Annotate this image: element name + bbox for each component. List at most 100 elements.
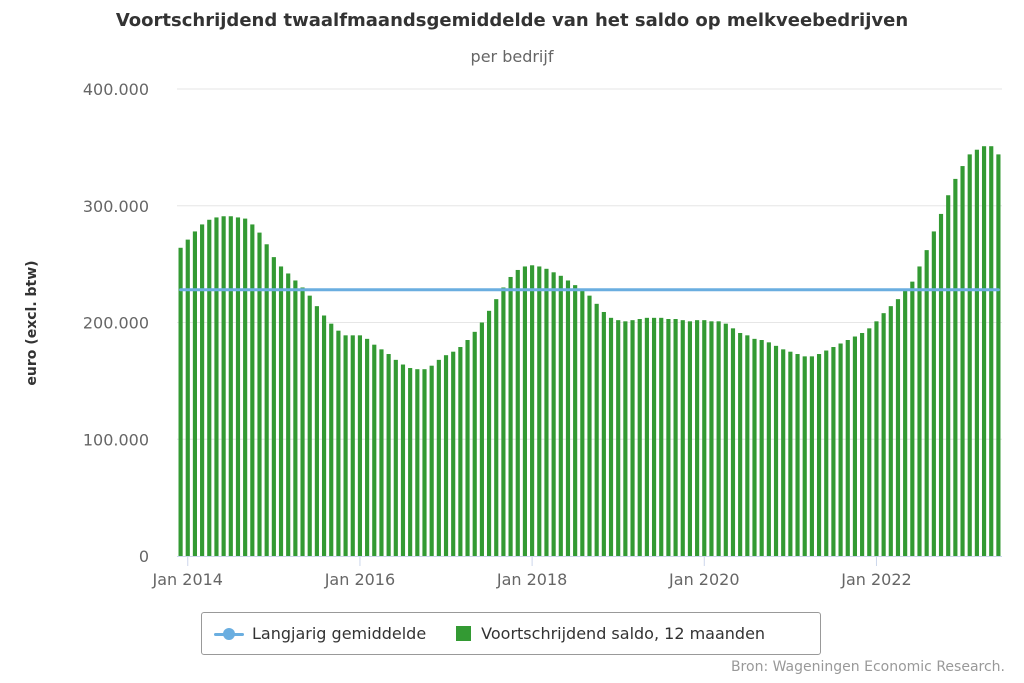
bar[interactable] xyxy=(716,321,721,556)
bar[interactable] xyxy=(931,231,936,556)
bar[interactable] xyxy=(530,265,535,556)
bar[interactable] xyxy=(422,369,427,556)
bar[interactable] xyxy=(343,335,348,556)
bar[interactable] xyxy=(250,224,255,556)
bar[interactable] xyxy=(730,328,736,556)
bar[interactable] xyxy=(601,311,606,556)
bar[interactable] xyxy=(350,335,355,556)
bar[interactable] xyxy=(286,273,291,556)
bar[interactable] xyxy=(644,317,649,556)
bar[interactable] xyxy=(824,350,829,556)
bar[interactable] xyxy=(573,285,578,556)
bar[interactable] xyxy=(192,231,198,556)
bar[interactable] xyxy=(881,313,886,556)
bar[interactable] xyxy=(221,216,226,556)
bar[interactable] xyxy=(680,320,685,556)
bar[interactable] xyxy=(379,349,384,556)
bar[interactable] xyxy=(494,299,499,556)
bar[interactable] xyxy=(336,330,341,556)
bar[interactable] xyxy=(802,356,807,556)
bar[interactable] xyxy=(666,319,671,556)
bar[interactable] xyxy=(867,328,872,556)
bar[interactable] xyxy=(321,315,327,557)
bar[interactable] xyxy=(429,365,434,556)
bar[interactable] xyxy=(974,149,979,556)
bar[interactable] xyxy=(271,257,276,556)
bar[interactable] xyxy=(228,216,233,556)
bar[interactable] xyxy=(587,295,592,556)
bar[interactable] xyxy=(293,280,298,556)
bar[interactable] xyxy=(372,344,377,556)
bar[interactable] xyxy=(365,338,370,556)
bar[interactable] xyxy=(594,303,599,556)
bar[interactable] xyxy=(508,276,513,556)
legend-item-saldo[interactable]: Voortschrijdend saldo, 12 maanden xyxy=(456,624,765,643)
bar[interactable] xyxy=(752,338,757,556)
source-credits[interactable]: Bron: Wageningen Economic Research. xyxy=(730,659,1005,675)
bar[interactable] xyxy=(415,369,420,556)
bar[interactable] xyxy=(623,321,628,556)
bar[interactable] xyxy=(903,290,908,556)
bar[interactable] xyxy=(479,322,484,557)
bar[interactable] xyxy=(515,269,520,556)
bar[interactable] xyxy=(651,317,657,556)
bar[interactable] xyxy=(408,368,413,556)
bar[interactable] xyxy=(400,364,406,556)
bar[interactable] xyxy=(386,354,391,556)
bar[interactable] xyxy=(687,321,693,556)
bar[interactable] xyxy=(723,323,728,556)
bar[interactable] xyxy=(809,356,814,556)
bar[interactable] xyxy=(845,340,850,556)
bar[interactable] xyxy=(924,250,929,556)
bar[interactable] xyxy=(938,213,944,557)
bar[interactable] xyxy=(185,239,190,557)
bar[interactable] xyxy=(788,351,793,556)
bar[interactable] xyxy=(946,195,951,557)
bar[interactable] xyxy=(695,320,700,556)
bar[interactable] xyxy=(300,287,305,556)
bar[interactable] xyxy=(207,219,212,556)
bar[interactable] xyxy=(580,289,585,556)
bar[interactable] xyxy=(608,317,614,556)
bar[interactable] xyxy=(831,347,836,556)
bar[interactable] xyxy=(616,320,621,556)
bar[interactable] xyxy=(443,355,449,556)
bar[interactable] xyxy=(551,272,556,556)
bar[interactable] xyxy=(981,146,987,556)
bar[interactable] xyxy=(745,335,750,556)
bar[interactable] xyxy=(501,287,506,556)
bar[interactable] xyxy=(436,359,441,556)
bar[interactable] xyxy=(709,321,714,556)
bar[interactable] xyxy=(659,317,664,556)
bar[interactable] xyxy=(917,266,922,556)
bar[interactable] xyxy=(451,351,456,556)
bar[interactable] xyxy=(759,340,764,556)
bar[interactable] xyxy=(888,306,893,556)
bar[interactable] xyxy=(200,224,205,556)
bar[interactable] xyxy=(465,340,470,556)
bar[interactable] xyxy=(243,218,248,556)
bar[interactable] xyxy=(967,154,972,556)
bar[interactable] xyxy=(472,331,477,556)
bar[interactable] xyxy=(393,359,398,556)
bar[interactable] xyxy=(766,342,771,556)
bar[interactable] xyxy=(960,166,965,556)
bar[interactable] xyxy=(773,345,779,556)
bar[interactable] xyxy=(544,268,549,556)
bar[interactable] xyxy=(630,320,635,556)
bar[interactable] xyxy=(852,336,858,556)
bar[interactable] xyxy=(860,333,865,556)
bar[interactable] xyxy=(558,275,563,556)
bar[interactable] xyxy=(781,349,786,556)
bar[interactable] xyxy=(996,154,1001,556)
bar[interactable] xyxy=(874,321,879,556)
bar[interactable] xyxy=(637,319,642,556)
bar[interactable] xyxy=(953,178,958,556)
bar[interactable] xyxy=(257,232,262,556)
legend-item-average[interactable]: Langjarig gemiddelde xyxy=(214,624,426,643)
bar[interactable] xyxy=(537,266,542,556)
bar[interactable] xyxy=(357,335,363,556)
bar[interactable] xyxy=(910,281,915,556)
bar[interactable] xyxy=(486,310,492,556)
bar[interactable] xyxy=(565,280,571,556)
